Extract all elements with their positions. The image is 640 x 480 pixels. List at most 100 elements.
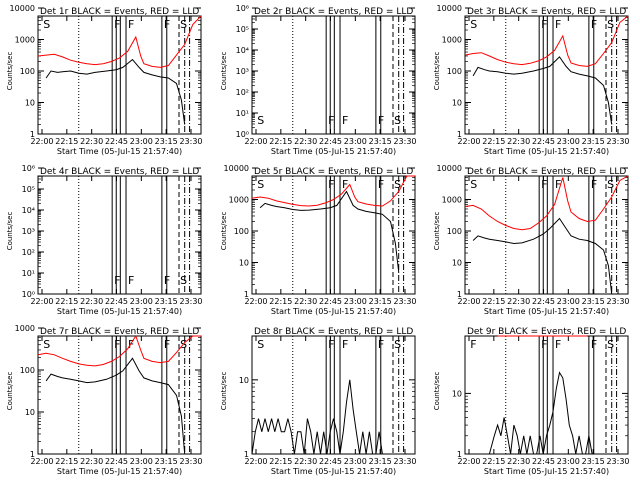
x-tick-label: 22:00	[244, 297, 267, 306]
flag-label: S	[607, 338, 614, 351]
x-tick-label: 22:45	[532, 297, 555, 306]
plot-frame	[251, 335, 416, 455]
flag-label: F	[342, 114, 348, 127]
flag-label: S	[180, 18, 187, 31]
x-tick-label: 22:45	[319, 297, 342, 306]
y-tick-label: 1	[244, 450, 249, 459]
x-axis-label: Start Time (05-Jul-15 21:57:40)	[57, 307, 182, 316]
plot-frame	[37, 15, 202, 135]
x-tick-label: 23:30	[393, 457, 416, 466]
x-tick-label: 22:15	[269, 297, 292, 306]
flag-label: F	[164, 18, 170, 31]
flag-label: S	[470, 178, 477, 191]
x-tick-label: 22:30	[507, 457, 530, 466]
y-axis-label: Counts/sec	[220, 52, 228, 91]
y-tick-label: 10000	[437, 164, 462, 173]
y-tick-label: 10⁰	[22, 290, 35, 299]
y-axis-label: Counts/sec	[220, 372, 228, 411]
y-tick-label: 100	[447, 227, 462, 236]
y-tick-label: 10000	[437, 4, 462, 13]
flag-label: F	[541, 18, 547, 31]
x-tick-label: 22:00	[30, 297, 53, 306]
y-axis-label: Counts/sec	[433, 212, 441, 251]
y-tick-label: 10⁵	[22, 185, 35, 194]
x-tick-label: 23:15	[155, 137, 178, 146]
x-tick-label: 22:00	[457, 297, 480, 306]
flag-label: F	[328, 114, 334, 127]
x-axis-label: Start Time (05-Jul-15 21:57:40)	[484, 147, 609, 156]
y-tick-label: 10⁰	[236, 130, 249, 139]
x-tick-label: 23:15	[369, 297, 392, 306]
x-tick-label: 22:30	[80, 457, 103, 466]
plot-frame	[37, 175, 202, 295]
x-tick-label: 23:30	[606, 297, 629, 306]
x-axis-label: Start Time (05-Jul-15 21:57:40)	[484, 307, 609, 316]
flag-label: F	[591, 178, 597, 191]
flag-label: F	[378, 178, 384, 191]
flag-label: F	[128, 18, 134, 31]
x-tick-label: 23:30	[179, 297, 202, 306]
flag-label: F	[541, 178, 547, 191]
x-tick-label: 22:30	[294, 297, 317, 306]
y-tick-label: 10000	[224, 164, 249, 173]
y-tick-label: 10¹	[236, 109, 249, 118]
x-axis-label: Start Time (05-Jul-15 21:57:40)	[57, 147, 182, 156]
x-tick-label: 23:00	[557, 297, 580, 306]
flag-label: S	[394, 178, 401, 191]
panel-title: Det 2r BLACK = Events, RED = LLD	[254, 7, 413, 17]
y-tick-label: 1000	[15, 324, 35, 333]
y-tick-label: 100	[447, 67, 462, 76]
series-line-lld	[464, 175, 629, 231]
series-line-events	[259, 190, 400, 273]
x-tick-label: 23:15	[369, 137, 392, 146]
y-axis-label: Counts/sec	[433, 52, 441, 91]
x-tick-label: 22:30	[507, 297, 530, 306]
flag-label: F	[114, 18, 120, 31]
flag-label: F	[555, 18, 561, 31]
y-tick-label: 1	[244, 290, 249, 299]
x-axis-label: Start Time (05-Jul-15 21:57:40)	[484, 467, 609, 476]
x-tick-label: 22:45	[105, 457, 128, 466]
series-line-lld	[37, 334, 201, 367]
x-tick-label: 23:00	[130, 457, 153, 466]
flag-label: F	[114, 274, 120, 287]
x-tick-label: 23:30	[393, 297, 416, 306]
flag-label: F	[470, 338, 476, 351]
flag-label: F	[378, 338, 384, 351]
x-tick-label: 23:30	[606, 457, 629, 466]
flag-label: F	[128, 274, 134, 287]
x-tick-label: 22:45	[532, 137, 555, 146]
y-tick-label: 10	[239, 376, 249, 385]
flag-label: S	[180, 274, 187, 287]
panel-title: Det 8r BLACK = Events, RED = LLD	[254, 327, 413, 337]
x-tick-label: 23:30	[393, 137, 416, 146]
x-axis-label: Start Time (05-Jul-15 21:57:40)	[271, 467, 396, 476]
y-tick-label: 100	[20, 67, 35, 76]
x-tick-label: 23:30	[179, 137, 202, 146]
y-tick-label: 1000	[442, 36, 462, 45]
x-tick-label: 22:15	[55, 137, 78, 146]
y-tick-label: 1000	[229, 196, 249, 205]
y-tick-label: 10000	[10, 4, 35, 13]
x-tick-label: 22:00	[30, 137, 53, 146]
plot-frame	[464, 175, 629, 295]
series-line-events	[472, 217, 613, 295]
x-tick-label: 22:30	[294, 457, 317, 466]
x-tick-label: 22:30	[80, 137, 103, 146]
x-tick-label: 22:15	[269, 137, 292, 146]
x-tick-label: 23:15	[155, 457, 178, 466]
x-tick-label: 22:45	[532, 457, 555, 466]
x-tick-label: 22:45	[105, 137, 128, 146]
x-tick-label: 22:30	[80, 297, 103, 306]
x-tick-label: 22:15	[482, 137, 505, 146]
y-tick-label: 1	[457, 130, 462, 139]
flag-label: F	[114, 338, 120, 351]
y-axis-label: Counts/sec	[433, 372, 441, 411]
y-tick-label: 10⁴	[236, 46, 249, 55]
x-tick-label: 23:30	[179, 457, 202, 466]
series-line-lld	[251, 175, 415, 207]
